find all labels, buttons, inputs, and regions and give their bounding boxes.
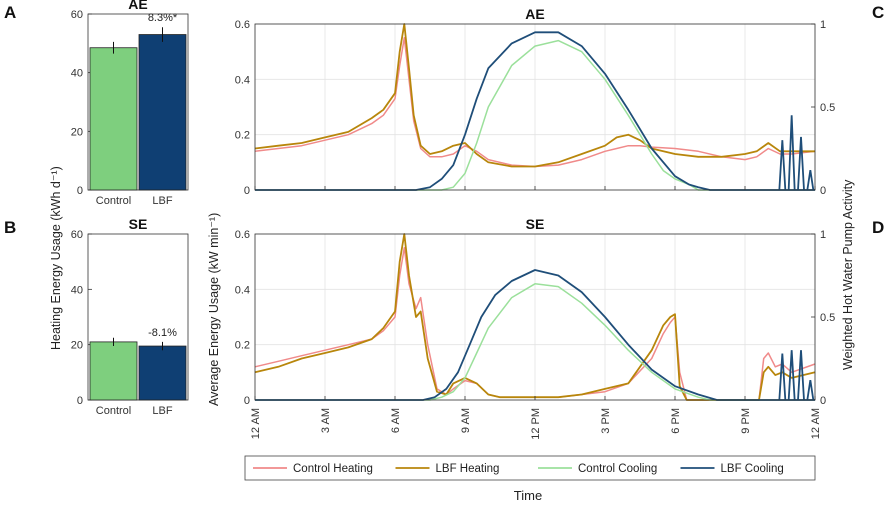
y2-tick-label-c: 0.5 [820, 102, 835, 114]
x-tick-label-d: 9 PM [740, 408, 752, 434]
chart-title-a: AE [128, 0, 147, 12]
y-tick-label-a: 40 [71, 68, 83, 80]
series-control-cooling-c [255, 39, 815, 191]
x-tick-label-d: 12 AM [250, 408, 262, 439]
bar-control-a [89, 47, 138, 191]
y-tick-label-d: 0.4 [235, 284, 250, 296]
y-tick-label-c: 0.6 [235, 19, 250, 31]
category-label-a: LBF [152, 195, 172, 207]
x-tick-label-d: 3 AM [320, 408, 332, 433]
chart-title-d: SE [526, 216, 545, 232]
x-tick-label-d: 12 AM [810, 408, 822, 439]
legend: Control Heating LBF Heating Control Coolin… [244, 455, 816, 481]
bar-chart-a: AE 0 20 40 60 Control LBF 8.3%* [71, 0, 189, 207]
panel-label-c: C [872, 3, 884, 22]
legend-label-lbf-heating: LBF Heating [436, 463, 500, 475]
category-label-b: Control [96, 405, 131, 417]
legend-label-lbf-cooling: LBF Cooling [721, 463, 784, 475]
bar-lbf-a [138, 34, 187, 191]
pump-y-axis-label: Weighted Hot Water Pump Activity [841, 179, 855, 370]
x-tick-label-d: 6 PM [670, 408, 682, 434]
x-tick-label-d: 9 AM [460, 408, 472, 433]
y-tick-label-a: 60 [71, 9, 83, 21]
chart-title-b: SE [129, 216, 148, 232]
y-tick-label-b: 0 [77, 395, 83, 407]
pump-activity-spike-d [806, 379, 815, 401]
panel-label-d: D [872, 218, 884, 237]
y-tick-label-a: 0 [77, 185, 83, 197]
pump-activity-spike-c [778, 140, 787, 191]
legend-box [244, 455, 816, 481]
y2-tick-label-d: 0.5 [820, 312, 835, 324]
panel-label-a: A [4, 3, 16, 22]
y-tick-label-b: 20 [71, 340, 83, 352]
y-tick-label-c: 0 [244, 185, 250, 197]
category-label-b: LBF [152, 405, 172, 417]
percent-annotation-a: 8.3%* [148, 12, 178, 24]
y-tick-label-d: 0.2 [235, 340, 250, 352]
category-label-a: Control [96, 195, 131, 207]
bar-y-axis-label: Heating Energy Usage (kWh d⁻¹) [49, 166, 63, 350]
pump-activity-spike-c [797, 136, 805, 191]
legend-label-control-heating: Control Heating [293, 463, 373, 475]
y-tick-label-c: 0.2 [235, 130, 250, 142]
series-control-cooling-d [255, 283, 815, 401]
x-tick-label-d: 12 PM [530, 408, 542, 440]
pump-activity-spike-d [787, 350, 796, 401]
pump-activity-spike-d [778, 353, 787, 401]
series-lbf-heating-c [254, 23, 815, 168]
y2-tick-label-c: 1 [820, 19, 826, 31]
panel-label-b: B [4, 218, 16, 237]
y-tick-label-b: 40 [71, 284, 83, 296]
y-tick-label-a: 20 [71, 126, 83, 138]
series-lbf-cooling-d [255, 269, 815, 401]
line-chart-c: 0 0.2 0.4 0.6 0 0.5 1 AE [235, 6, 836, 197]
y-tick-label-d: 0.6 [235, 229, 250, 241]
line-chart-d: 0 0.2 0.4 0.6 0 0.5 1 SE 12 AM 3 AM 6 AM 9 AM 12 PM 3… [235, 216, 836, 440]
bar-chart-b: SE 0 20 40 60 Control LBF -8.1% [71, 216, 189, 417]
y-tick-label-d: 0 [244, 395, 250, 407]
legend-label-control-cooling: Control Cooling [578, 463, 657, 475]
pump-activity-spike-d [797, 350, 805, 401]
percent-annotation-b: -8.1% [148, 327, 177, 339]
y-tick-label-c: 0.4 [235, 74, 250, 86]
x-axis-title: Time [514, 488, 542, 503]
y2-tick-label-c: 0 [820, 185, 826, 197]
pump-activity-spike-c [787, 115, 796, 191]
x-tick-label-d: 3 PM [600, 408, 612, 434]
x-tick-label-d: 6 AM [390, 408, 402, 433]
pump-activity-spike-c [806, 169, 815, 191]
bar-lbf-b [138, 345, 187, 401]
chart-title-c: AE [525, 6, 544, 22]
y2-tick-label-d: 1 [820, 229, 826, 241]
series-lbf-cooling-c [255, 31, 815, 191]
line-y-axis-label: Average Energy Usage (kW min⁻¹) [207, 213, 221, 406]
bar-control-b [89, 341, 138, 401]
y2-tick-label-d: 0 [820, 395, 826, 407]
y-tick-label-b: 60 [71, 229, 83, 241]
